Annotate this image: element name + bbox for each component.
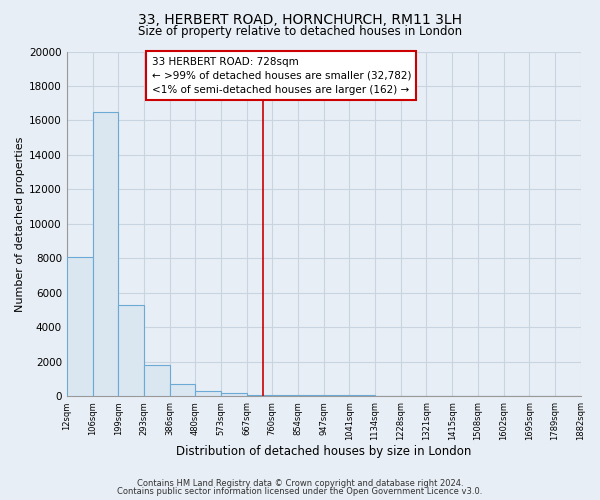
Text: Size of property relative to detached houses in London: Size of property relative to detached ho… bbox=[138, 25, 462, 38]
Text: Contains HM Land Registry data © Crown copyright and database right 2024.: Contains HM Land Registry data © Crown c… bbox=[137, 478, 463, 488]
Text: Contains public sector information licensed under the Open Government Licence v3: Contains public sector information licen… bbox=[118, 487, 482, 496]
Bar bbox=[67, 256, 92, 396]
Y-axis label: Number of detached properties: Number of detached properties bbox=[15, 136, 25, 312]
X-axis label: Distribution of detached houses by size in London: Distribution of detached houses by size … bbox=[176, 444, 472, 458]
Bar bbox=[272, 394, 298, 396]
Bar bbox=[221, 393, 247, 396]
Bar bbox=[144, 366, 170, 396]
Bar bbox=[118, 305, 144, 396]
Bar bbox=[196, 391, 221, 396]
Bar bbox=[92, 112, 118, 397]
Bar bbox=[247, 394, 272, 396]
Text: 33 HERBERT ROAD: 728sqm
← >99% of detached houses are smaller (32,782)
<1% of se: 33 HERBERT ROAD: 728sqm ← >99% of detach… bbox=[152, 56, 411, 94]
Text: 33, HERBERT ROAD, HORNCHURCH, RM11 3LH: 33, HERBERT ROAD, HORNCHURCH, RM11 3LH bbox=[138, 12, 462, 26]
Bar bbox=[170, 384, 196, 396]
